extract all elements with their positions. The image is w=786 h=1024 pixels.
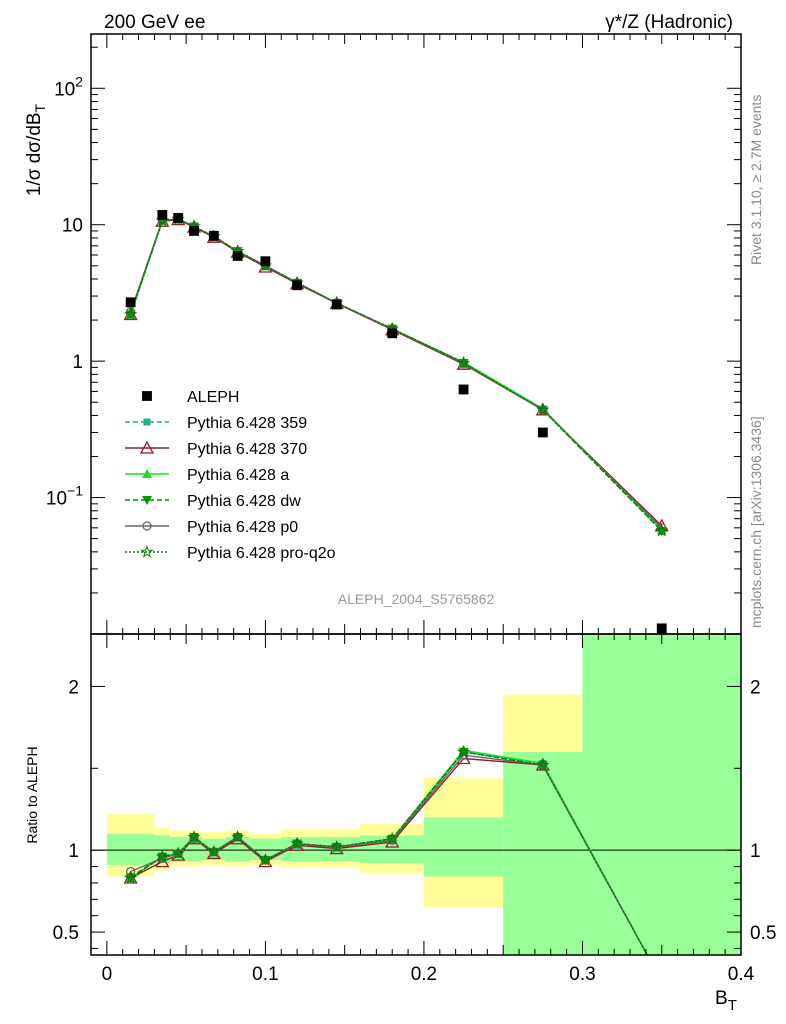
- x-tick-label: 0: [102, 964, 113, 985]
- legend-label-1: Pythia 6.428 359: [187, 415, 307, 432]
- main-series-4-point-10: [458, 358, 469, 369]
- ratio-series-1-point-12: [656, 975, 668, 986]
- ratio-series-5-point-0: [123, 871, 138, 884]
- main-series-5-point-10: [456, 355, 471, 369]
- ratio-series-5-point-10: [456, 744, 471, 758]
- y-tick-label: 10: [62, 216, 83, 237]
- legend-label-3: Pythia 6.428 a: [187, 467, 289, 484]
- y-tick-label: 102: [54, 73, 83, 100]
- y-tick-label: 10−1: [46, 483, 83, 510]
- legend-label-0: ALEPH: [187, 389, 239, 406]
- main-series-4-point-12: [657, 523, 667, 533]
- data-point-2: [173, 213, 184, 223]
- legend-label-5: Pythia 6.428 p0: [187, 519, 298, 536]
- rivet-version-label: Rivet 3.1.10, ≥ 2.7M events: [748, 95, 764, 265]
- ratio-series-2-point-12: [657, 976, 667, 985]
- main-series-5-point-11: [536, 402, 550, 416]
- mcplots-label: mcplots.cern.ch [arXiv:1306.3436]: [748, 416, 764, 628]
- ratio-series-5-point-7: [290, 836, 304, 850]
- ratio-y-tick-label: 1: [68, 841, 79, 862]
- main-frame: [90, 33, 742, 635]
- ratio-series-4-point-4: [209, 847, 219, 857]
- ratio-series-4-point-0: [125, 866, 136, 877]
- x-tick-label: 0.3: [569, 964, 595, 985]
- legend-marker-1: [143, 418, 151, 426]
- ratio-ylabel: Ratio to ALEPH: [24, 746, 40, 843]
- data-point-0: [125, 297, 136, 308]
- x-tick-label: 0.2: [411, 964, 437, 985]
- legend-label-2: Pythia 6.428 370: [187, 441, 307, 458]
- legend-marker-3: [142, 469, 152, 478]
- data-point-11: [537, 427, 548, 438]
- legend-marker-0: [142, 391, 152, 401]
- legend-marker-6: [140, 544, 154, 558]
- ratio-series-5-point-12: [657, 976, 668, 986]
- ratio-series-4-point-1: [157, 853, 167, 864]
- main-series-line-5: [129, 218, 663, 532]
- ratio-series-4-point-11: [538, 760, 548, 770]
- x-tick-label: 0.1: [252, 964, 278, 985]
- data-point-1: [157, 210, 168, 220]
- ratio-series-5-point-9: [385, 831, 399, 845]
- main-series-5-point-12: [655, 523, 669, 537]
- data-point-7: [292, 280, 302, 291]
- data-point-3: [189, 226, 199, 236]
- main-ylabel: 1/σ dσ/dBT: [24, 103, 48, 196]
- ratio-series-5-point-2: [171, 846, 185, 860]
- ratio-plot-area: [91, 744, 741, 986]
- ratio-series-4-point-12: [658, 977, 666, 985]
- ratio-series-5-point-4: [207, 844, 221, 858]
- band-inner-11: [503, 751, 583, 955]
- header-left-label: 200 GeV ee: [104, 12, 205, 33]
- ratio-series-0-point-12: [658, 978, 665, 985]
- x-tick-label: 0.4: [728, 964, 755, 985]
- legend-marker-2: [139, 440, 155, 454]
- data-point-6: [260, 256, 271, 267]
- data-point-4: [208, 230, 219, 241]
- legend: ALEPH Pythia 6.428 359 Pythia 6.428 370 Pyt…: [125, 389, 336, 562]
- ratio-series-5-point-5: [230, 830, 245, 843]
- y-tick-label: 1: [72, 352, 83, 373]
- ratio-uncertainty-bands: [106, 634, 741, 955]
- ratio-series-4-point-3: [189, 834, 199, 844]
- ratio-series-5-point-3: [187, 830, 201, 843]
- legend-label-6: Pythia 6.428 pro-q2o: [187, 545, 336, 562]
- ratio-series-5-point-11: [536, 758, 550, 771]
- ratio-frame: [90, 633, 742, 956]
- band-inner-0: [106, 833, 155, 865]
- ratio-series-5-point-8: [330, 839, 344, 853]
- ratio-y-tick-label: 0.5: [53, 923, 79, 944]
- ratio-series-4-point-9: [387, 835, 397, 846]
- ratio-series-line-5: [130, 751, 649, 955]
- data-point-8: [331, 299, 342, 310]
- data-point-5: [232, 251, 243, 261]
- header-right-label: γ*/Z (Hadronic): [605, 12, 733, 33]
- legend-marker-4: [142, 496, 152, 505]
- ratio-y-tick-label-right: 1: [750, 841, 761, 862]
- main-series-line-3: [129, 218, 663, 532]
- data-point-9: [387, 328, 398, 339]
- legend-marker-5: [142, 521, 152, 531]
- ratio-series-5-point-6: [258, 852, 273, 866]
- legend-label-4: Pythia 6.428 dw: [187, 493, 301, 510]
- ratio-y-tick-label: 2: [68, 677, 79, 698]
- ratio-series-3-point-12: [657, 977, 667, 986]
- band-inner-12: [582, 634, 741, 955]
- analysis-watermark: ALEPH_2004_S5765862: [338, 591, 495, 607]
- data-point-10: [458, 384, 469, 395]
- x-axis-label: BT: [715, 988, 737, 1014]
- band-inner-10: [423, 817, 504, 877]
- ratio-series-5-point-1: [155, 849, 170, 863]
- main-series-5-point-0: [123, 307, 138, 321]
- ratio-y-tick-label-right: 2: [750, 677, 761, 698]
- main-series-line-0: [129, 218, 663, 532]
- ratio-y-tick-label-right: 0.5: [750, 923, 776, 944]
